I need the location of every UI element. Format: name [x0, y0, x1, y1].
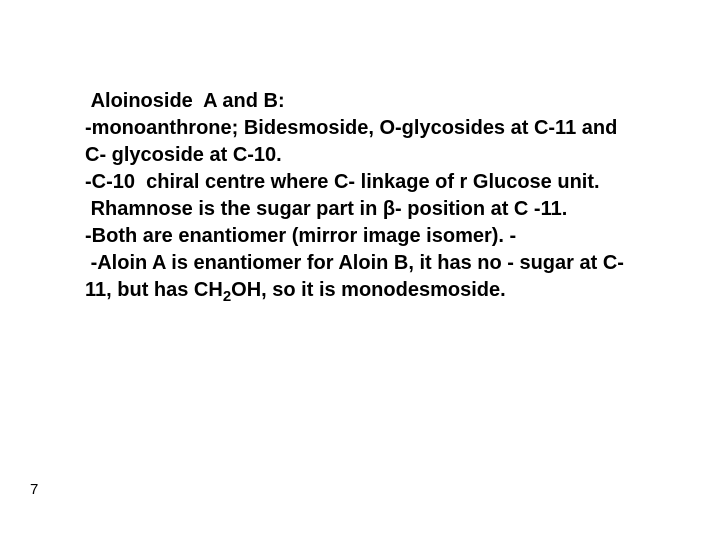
text-line-5: -Both are enantiomer (mirror image isome…	[85, 223, 625, 250]
slide-text-block: Aloinoside A and B: -monoanthrone; Bides…	[85, 88, 625, 307]
subscript-2: 2	[223, 288, 231, 305]
text-line-3: -C-10 chiral centre where C- linkage of …	[85, 169, 625, 196]
text-line-2: -monoanthrone; Bidesmoside, O-glycosides…	[85, 115, 625, 169]
text-line-4: Rhamnose is the sugar part in β- positio…	[85, 196, 625, 223]
text-line-6: -Aloin A is enantiomer for Aloin B, it h…	[85, 250, 625, 307]
text-line-6-post: OH, so it is monodesmoside.	[231, 279, 506, 301]
page-number: 7	[30, 481, 38, 498]
text-line-1: Aloinoside A and B:	[85, 88, 625, 115]
